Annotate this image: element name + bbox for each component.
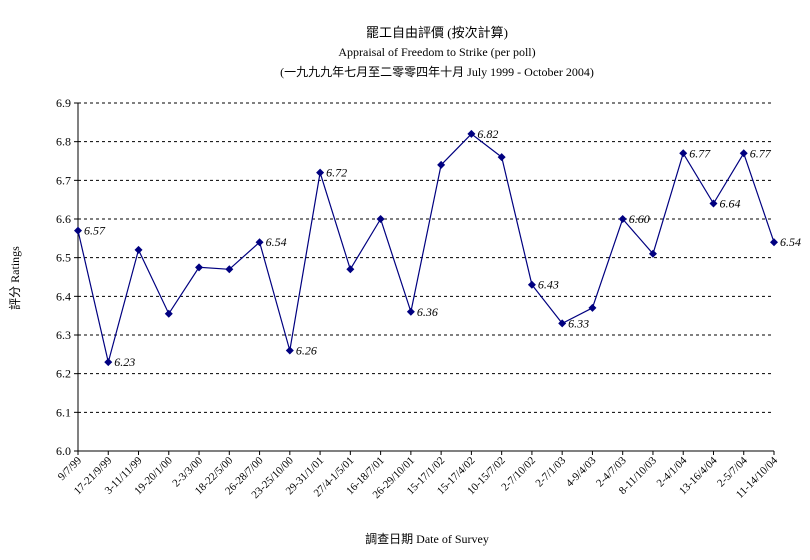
y-tick-label: 6.1 [56, 405, 71, 419]
data-point [225, 265, 234, 274]
data-point [618, 215, 627, 223]
data-point [770, 238, 778, 247]
y-tick-label: 6.3 [56, 328, 71, 342]
x-tick-label: 4-9/4/03 [564, 454, 599, 489]
data-point [255, 238, 264, 247]
data-point [679, 149, 688, 158]
chart-subtitle-period: (一九九九年七月至二零零四年十月 July 1999 - October 200… [280, 65, 594, 79]
data-point [497, 153, 506, 162]
data-label: 6.36 [417, 305, 438, 319]
data-label: 6.26 [296, 343, 317, 357]
data-point [588, 303, 597, 312]
data-point [376, 215, 385, 223]
data-point [164, 309, 173, 318]
data-point [346, 265, 355, 274]
data-point [739, 149, 748, 158]
data-label: 6.60 [629, 212, 650, 226]
y-tick-label: 6.7 [56, 173, 71, 187]
data-point [195, 263, 204, 272]
chart-subtitle: Appraisal of Freedom to Strike (per poll… [338, 45, 535, 59]
y-tick-label: 6.2 [56, 367, 71, 381]
y-tick-label: 6.6 [56, 212, 71, 226]
data-label: 6.54 [266, 235, 287, 249]
y-tick-label: 6.0 [56, 444, 71, 458]
y-tick-label: 6.4 [56, 289, 71, 303]
data-point [437, 160, 446, 169]
x-axis-title: 調查日期 Date of Survey [365, 532, 489, 546]
data-label: 6.72 [326, 166, 347, 180]
data-point [134, 245, 143, 254]
data-point [648, 249, 657, 258]
data-point [406, 307, 415, 316]
data-point [558, 319, 567, 328]
data-point [104, 358, 113, 367]
y-tick-label: 6.9 [56, 96, 71, 110]
y-tick-label: 6.5 [56, 251, 71, 265]
data-label: 6.82 [477, 127, 498, 141]
series-ratings [74, 129, 778, 367]
series-line [77, 133, 775, 363]
data-point [527, 280, 536, 289]
data-label: 6.33 [568, 316, 589, 330]
data-label: 6.77 [750, 146, 772, 160]
x-axis-ticks: 9/7/9917-21/9/993-11/11/9919-20/1/002-3/… [56, 451, 780, 501]
data-point [74, 226, 82, 235]
grid-lines [77, 102, 774, 452]
data-label: 6.54 [780, 235, 801, 249]
data-label: 6.43 [538, 278, 559, 292]
x-tick-label: 2-7/10/02 [499, 455, 538, 494]
data-label: 6.57 [84, 224, 106, 238]
x-tick-label: 2-7/1/03 [533, 454, 568, 489]
data-label: 6.23 [114, 355, 135, 369]
chart-title: 罷工自由評價 (按次計算) [366, 25, 508, 40]
y-axis-title: 評分 Ratings [7, 246, 22, 310]
x-tick-label: 9/7/99 [56, 454, 85, 483]
data-point [285, 346, 294, 355]
data-labels: 6.57 6.23 6.54 6.26 6.72 6.36 6.82 6.43 6.33 6.60… [84, 127, 801, 369]
y-tick-label: 6.8 [56, 135, 71, 149]
data-point [316, 168, 325, 177]
data-point [467, 129, 476, 138]
data-label: 6.77 [689, 146, 711, 160]
data-label: 6.64 [719, 197, 740, 211]
data-point [709, 199, 718, 208]
y-axis-ticks: 6.0 6.1 6.2 6.3 6.4 6.5 6.6 6.7 6.8 6.9 [56, 96, 78, 458]
